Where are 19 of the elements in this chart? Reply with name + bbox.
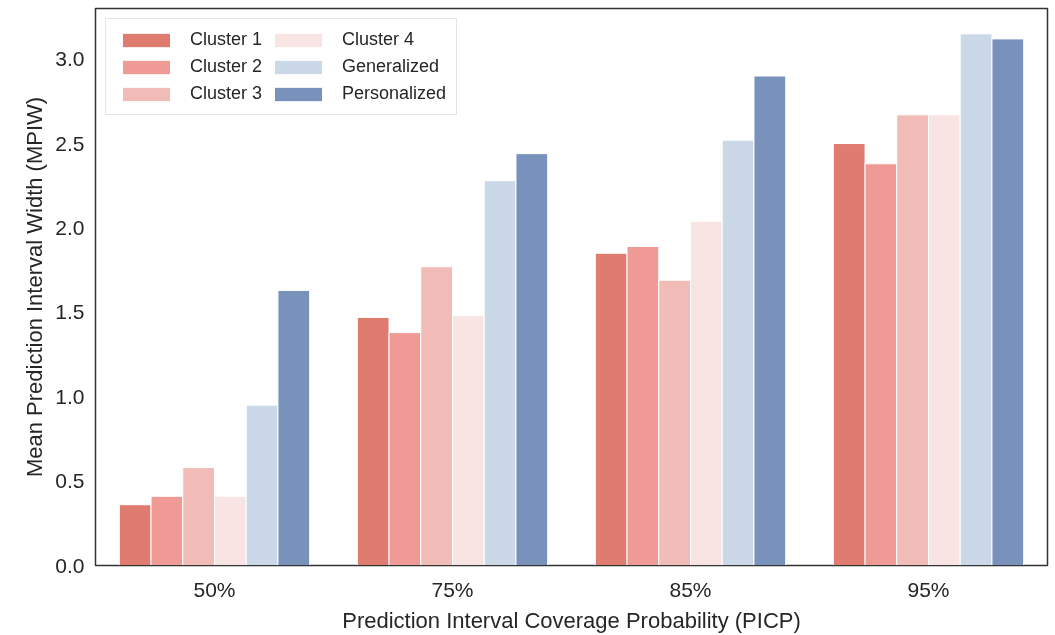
legend-label: Cluster 1: [190, 29, 263, 50]
y-tick-label: 3.0: [55, 47, 85, 71]
legend-label: Cluster 2: [190, 56, 263, 77]
y-tick-label: 1.0: [55, 384, 85, 408]
x-tick-label: 50%: [193, 577, 236, 601]
y-tick-label: 2.0: [55, 215, 85, 239]
y-tick-label: 1.5: [55, 300, 85, 324]
y-axis-title: Mean Prediction Interval Width (MPIW): [22, 96, 48, 478]
y-tick-label: 2.5: [55, 131, 85, 155]
x-tick-label: 85%: [669, 577, 712, 601]
legend-label: Generalized: [342, 56, 440, 77]
legend-label: Personalized: [342, 83, 447, 104]
x-tick-label: 75%: [431, 577, 474, 601]
x-tick-label: 95%: [907, 577, 950, 601]
legend-label: Cluster 4: [342, 29, 415, 50]
y-tick-label: 0.0: [55, 553, 85, 577]
x-axis-title: Prediction Interval Coverage Probability (PICP): [342, 607, 801, 633]
legend-label: Cluster 3: [190, 83, 263, 104]
y-tick-label: 0.5: [55, 469, 85, 493]
